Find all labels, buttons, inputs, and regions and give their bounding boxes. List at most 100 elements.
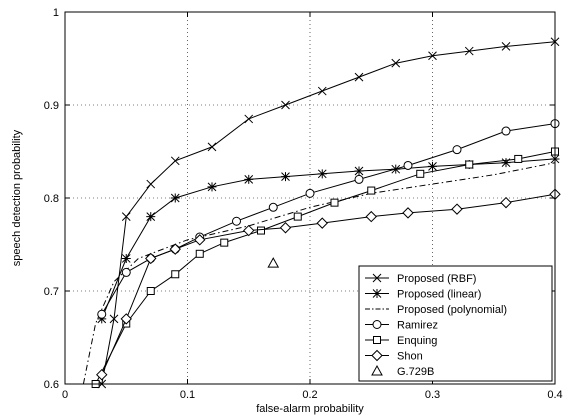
data-point [452,145,462,155]
data-point [169,243,181,255]
data-point [97,314,107,324]
data-point [305,188,315,198]
data-point [97,309,107,319]
data-point [317,169,327,179]
data-point [121,267,131,277]
x-tick-label: 0.1 [180,389,195,401]
data-point [145,252,157,265]
data-point [268,202,278,212]
tick-layer: 0 0.1 0.2 0.3 0.4 0.6 0.7 0.8 0.9 1 [44,7,563,401]
x-tick-label: 0.4 [547,389,562,401]
series-shon [96,188,561,381]
data-point [244,174,254,184]
data-point [120,313,132,325]
data-point [281,172,290,182]
data-point [500,196,512,209]
data-point [354,174,364,184]
y-tick-label: 0.9 [44,100,59,112]
data-point [354,72,364,82]
legend-entry: Enquing [365,335,437,347]
series-proposed-polynomial [82,162,555,384]
y-tick-label: 0.6 [44,379,59,391]
legend-entry: Ramirez [365,320,438,332]
data-point [194,234,206,246]
data-point [170,193,180,203]
data-point [257,226,265,235]
series-line [101,158,555,320]
series-line [95,151,555,384]
data-point [316,217,328,229]
data-point [195,249,204,258]
series-line [82,162,555,384]
legend-label: Proposed (linear) [397,289,481,301]
x-tick-label: 0 [62,389,68,401]
legend-label: Proposed (RBF) [397,273,476,285]
y-axis-label: speech detection probability [11,129,23,266]
legend-entry: Proposed (linear) [365,289,481,301]
data-point [365,210,377,223]
data-point [501,42,511,51]
legend-marker [372,320,382,329]
x-tick-label: 0.3 [425,389,440,401]
legend-marker [372,273,382,283]
series-g-729b [267,257,280,268]
legend-marker [371,349,383,362]
data-point [281,100,290,110]
legend: Proposed (RBF) Proposed (linear) Proposed … [358,265,553,382]
data-point [451,203,463,215]
legend-entry: G.729B [371,364,434,378]
data-point [501,158,511,168]
data-point [170,156,180,166]
data-point [514,154,523,163]
data-point [207,142,217,152]
data-point [330,198,339,207]
data-point [121,253,131,263]
legend-entry: Proposed (RBF) [365,273,476,285]
data-point [96,368,108,381]
legend-label: Enquing [397,335,437,347]
legend-label: Shon [397,351,423,363]
data-point [232,216,241,226]
legend-label: Ramirez [397,320,438,332]
series-layer [82,37,561,389]
data-point [121,212,131,221]
data-point [464,46,474,56]
data-point [416,169,425,178]
data-point [354,166,364,176]
data-point [146,179,156,189]
data-point [293,212,302,221]
data-point [428,51,437,61]
legend-entry: Shon [365,349,423,363]
data-point [501,126,511,136]
data-point [267,257,280,268]
legend-marker [372,289,382,298]
data-point [109,314,119,324]
data-point [244,114,254,124]
data-point [171,270,180,279]
y-tick-label: 0.7 [44,286,59,298]
legend-label: Proposed (polynomial) [397,304,507,316]
x-tick-label: 0.2 [302,389,317,401]
data-point [146,287,155,295]
y-tick-label: 1 [53,7,59,19]
data-point [428,161,437,171]
data-point [391,58,401,68]
data-point [279,222,292,234]
series-proposed-rbf [97,37,560,389]
data-point [146,212,156,222]
legend-label: G.729B [397,366,434,378]
x-axis-label: false-alarm probability [256,403,364,415]
data-point [220,238,229,247]
data-point [367,186,376,195]
data-point [207,182,217,192]
data-point [403,160,413,170]
data-point [402,207,414,219]
legend-marker [373,336,381,344]
data-point [317,86,327,96]
y-tick-label: 0.8 [44,193,59,205]
data-point [465,160,474,169]
data-point [243,224,255,237]
legend-box [358,265,553,382]
legend-entry: Proposed (polynomial) [365,304,507,316]
